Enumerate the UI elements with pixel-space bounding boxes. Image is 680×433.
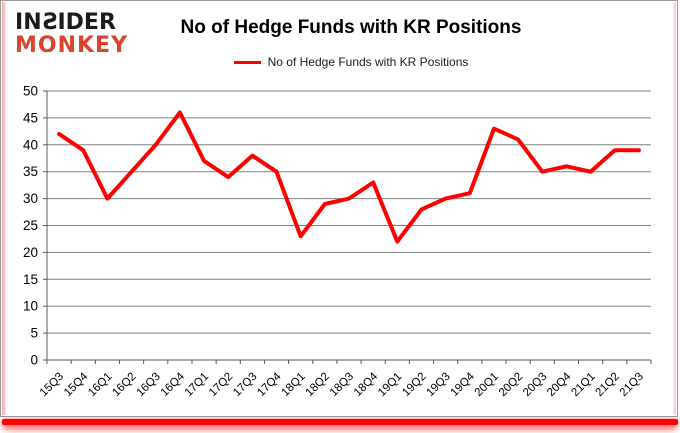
x-axis-label: 18Q2 bbox=[304, 371, 332, 399]
left-accent-border bbox=[2, 2, 6, 415]
x-axis-label: 21Q2 bbox=[593, 371, 621, 399]
x-axis-label: 17Q4 bbox=[255, 370, 284, 399]
y-axis-label: 50 bbox=[23, 84, 38, 99]
logo-letter: I bbox=[57, 10, 66, 35]
y-axis-label: 40 bbox=[23, 137, 38, 152]
y-axis-label: 0 bbox=[30, 353, 38, 368]
x-axis-label: 17Q1 bbox=[183, 371, 211, 399]
x-axis-label: 15Q4 bbox=[62, 370, 91, 399]
x-axis-label: 19Q2 bbox=[400, 371, 428, 399]
x-axis-label: 18Q1 bbox=[279, 371, 307, 399]
x-axis-label: 17Q3 bbox=[231, 371, 259, 399]
x-axis-label: 19Q3 bbox=[424, 371, 452, 399]
chart-card: INSIDER MONKEY No of Hedge Funds with KR… bbox=[0, 0, 678, 417]
y-axis-label: 15 bbox=[23, 272, 38, 287]
y-axis-label: 10 bbox=[23, 299, 38, 314]
legend-label: No of Hedge Funds with KR Positions bbox=[267, 55, 469, 69]
x-axis-label: 20Q4 bbox=[545, 370, 574, 399]
legend-line-swatch bbox=[233, 60, 261, 64]
logo-letter: D bbox=[65, 10, 84, 35]
logo-letter: N bbox=[23, 10, 42, 35]
logo-letter: R bbox=[98, 10, 116, 35]
chart-title: No of Hedge Funds with KR Positions bbox=[180, 17, 522, 38]
x-axis-label: 16Q3 bbox=[134, 371, 162, 399]
insider-monkey-logo: INSIDER MONKEY bbox=[15, 10, 129, 58]
y-axis-label: 20 bbox=[23, 245, 38, 260]
logo-monkey: MONKEY bbox=[15, 33, 129, 58]
x-axis-label: 20Q3 bbox=[521, 371, 549, 399]
x-axis-label: 21Q3 bbox=[618, 371, 646, 399]
x-axis-label: 18Q4 bbox=[352, 370, 381, 399]
x-axis-label: 16Q4 bbox=[159, 370, 188, 399]
x-axis-label: 18Q3 bbox=[328, 371, 356, 399]
x-axis-label: 19Q1 bbox=[376, 371, 404, 399]
series-line bbox=[57, 110, 641, 244]
x-axis-label: 15Q3 bbox=[38, 371, 66, 399]
y-axis-label: 45 bbox=[23, 110, 38, 125]
x-axis-label: 20Q1 bbox=[473, 371, 501, 399]
y-axis-label: 35 bbox=[23, 164, 38, 179]
y-axis-label: 5 bbox=[30, 326, 38, 341]
bottom-red-accent-glow bbox=[6, 424, 674, 432]
bottom-red-accent-bar bbox=[2, 419, 678, 425]
logo-letter: E bbox=[83, 10, 99, 35]
y-axis-label: 30 bbox=[23, 191, 38, 206]
x-axis-label: 16Q1 bbox=[86, 371, 114, 399]
x-axis-label: 20Q2 bbox=[497, 371, 525, 399]
x-axis-label: 17Q2 bbox=[207, 371, 235, 399]
chart-legend: No of Hedge Funds with KR Positions bbox=[31, 55, 671, 69]
logo-letter: I bbox=[15, 10, 24, 35]
x-axis-label: 19Q4 bbox=[449, 370, 478, 399]
right-accent-border bbox=[673, 2, 676, 415]
y-axis-label: 25 bbox=[23, 218, 38, 233]
x-axis-label: 21Q1 bbox=[569, 371, 597, 399]
logo-insider: INSIDER bbox=[15, 10, 128, 35]
chart-svg: 0 5 10 15 20 25 30 35 40 45 50 15Q315Q416Q116Q216Q3… bbox=[23, 84, 652, 399]
x-axis-label: 16Q2 bbox=[110, 371, 138, 399]
